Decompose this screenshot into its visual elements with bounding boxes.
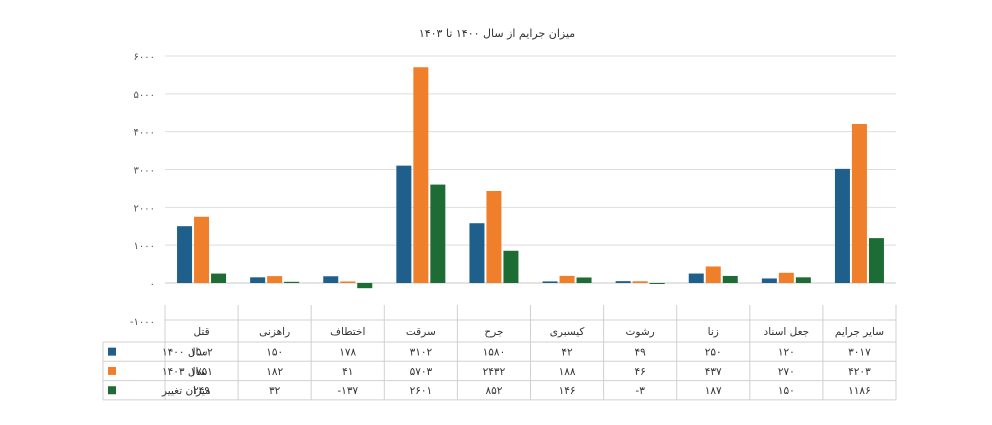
legend-swatch: [108, 366, 116, 375]
bar-4-2: [503, 250, 519, 283]
data-label: ۴۱: [342, 366, 353, 378]
series-name: میزان تغییر: [161, 385, 211, 397]
data-label: ۲۵۰: [705, 347, 722, 359]
y-axis: -۱۰۰۰ ۰ ۱۰۰۰ ۲۰۰۰ ۳۰۰۰ ۴۰۰۰ ۵۰۰۰ ۶۰۰۰: [130, 52, 155, 328]
category-label: سرقت: [406, 326, 436, 338]
bar-5-2: [576, 277, 592, 283]
data-label: ۱۴۶: [559, 385, 576, 397]
bar-8-0: [761, 278, 777, 283]
bar-6-1: [632, 281, 648, 283]
category-label: قتل: [193, 326, 209, 338]
bar-2-1: [340, 281, 356, 283]
data-label: ۴۳۷: [705, 366, 722, 378]
data-label: ۱۵۰: [778, 385, 795, 397]
category-label: سایر جرایم: [835, 326, 884, 338]
bar-9-1: [851, 123, 867, 283]
bar-7-1: [705, 266, 721, 283]
data-label: ۸۵۲: [485, 385, 502, 397]
bar-0-1: [194, 216, 210, 283]
data-label: ۳۲: [269, 385, 281, 397]
data-label: ۱۵۸۰: [483, 347, 506, 359]
bar-5-1: [559, 275, 575, 283]
bar-8-1: [778, 272, 794, 283]
bar-2-2: [357, 283, 373, 289]
bar-0-0: [177, 226, 193, 283]
bar-7-0: [688, 273, 704, 283]
gridlines: [165, 55, 896, 284]
data-label: ۱۱۸۶: [848, 385, 871, 397]
data-table: قتل راهزنی اختطاف سرقت جرح کیسبری رشوت زنا جعل ا…: [102, 305, 897, 401]
bar-4-0: [469, 223, 485, 283]
bar-6-2: [649, 283, 665, 284]
data-label: ۱۷۵۱: [190, 366, 213, 378]
series-name: سال ۱۴۰۰: [162, 347, 208, 359]
data-label: ۱۵۰: [266, 347, 283, 359]
bar-2-0: [323, 276, 339, 283]
category-label: اختطاف: [330, 326, 365, 338]
category-label: راهزنی: [259, 326, 290, 338]
y-tick-label: ۳۰۰۰: [134, 166, 155, 177]
bar-0-2: [211, 273, 227, 283]
bar-7-2: [722, 275, 738, 283]
bar-1-1: [267, 276, 283, 283]
bar-3-2: [430, 184, 446, 283]
data-label: ۱۸۷: [705, 385, 722, 397]
y-tick-label: ۲۰۰۰: [134, 203, 155, 214]
bar-9-2: [868, 238, 884, 283]
data-label: ۱۸۲: [266, 366, 283, 378]
data-label: ۱۷۸: [339, 347, 356, 359]
data-label: ۳۰۱۷: [848, 347, 871, 359]
bar-1-0: [250, 277, 266, 283]
data-label: ۴۶: [635, 366, 646, 378]
data-label: ۵۷۰۳: [410, 366, 433, 378]
data-label: ۱۵۰۲: [190, 347, 213, 359]
data-label: ۱۸۸: [559, 366, 576, 378]
y-tick-label: ۴۰۰۰: [134, 128, 155, 139]
data-label: ۲۴۳۲: [483, 366, 506, 378]
bar-3-1: [413, 67, 429, 283]
data-label: ۴۲۰۳: [848, 366, 871, 378]
y-tick-label: ۱۰۰۰: [134, 241, 155, 252]
category-label: جرح: [484, 326, 503, 338]
y-tick-label: ۶۰۰۰: [134, 52, 155, 63]
data-label: ۲۶۰۱: [410, 385, 433, 397]
bar-6-0: [615, 281, 631, 283]
bar-5-0: [542, 281, 558, 283]
bar-8-2: [795, 277, 811, 283]
data-label: ۳۱۰۲: [410, 347, 433, 359]
y-tick-label: ۰: [150, 279, 155, 290]
data-label: ۴۲: [561, 347, 573, 359]
data-label: ۲۷۰: [778, 366, 795, 378]
chart-title: میزان جرایم از سال ۱۴۰۰ تا ۱۴۰۳: [419, 27, 575, 40]
data-label: -۱۳۷: [337, 385, 358, 397]
legend-swatch: [108, 347, 116, 356]
series-name: سال ۱۴۰۳: [162, 366, 208, 378]
legend-swatch: [108, 386, 116, 395]
bar-1-2: [284, 281, 300, 283]
category-label: جعل اسناد: [764, 326, 810, 338]
category-label: کیسبری: [550, 326, 585, 338]
data-label: ۱۲۰: [778, 347, 795, 359]
data-label: ۴۹: [635, 347, 647, 359]
bars: [177, 67, 884, 289]
bar-4-1: [486, 190, 502, 283]
category-label: رشوت: [626, 326, 655, 338]
bar-3-0: [396, 165, 412, 283]
data-label: -۳: [635, 385, 645, 397]
category-label: زنا: [708, 326, 719, 338]
y-tick-label: ۵۰۰۰: [134, 90, 155, 101]
data-label: ۲۴۹: [193, 385, 210, 397]
y-tick-label: -۱۰۰۰: [130, 317, 155, 328]
bar-9-0: [834, 168, 850, 283]
